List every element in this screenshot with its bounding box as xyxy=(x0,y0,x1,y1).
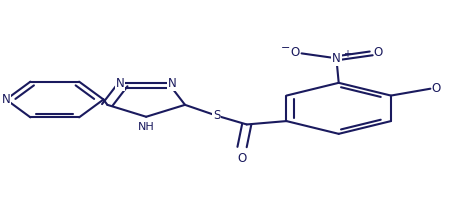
Text: N: N xyxy=(168,77,177,91)
Text: NH: NH xyxy=(138,122,155,132)
Text: O: O xyxy=(431,82,440,95)
Text: N: N xyxy=(2,93,10,106)
Text: O: O xyxy=(290,46,299,59)
Text: S: S xyxy=(213,109,220,122)
Text: −: − xyxy=(281,43,290,53)
Text: +: + xyxy=(343,49,351,59)
Text: N: N xyxy=(332,52,341,65)
Text: N: N xyxy=(116,77,124,91)
Text: O: O xyxy=(237,152,247,165)
Text: O: O xyxy=(374,46,383,59)
